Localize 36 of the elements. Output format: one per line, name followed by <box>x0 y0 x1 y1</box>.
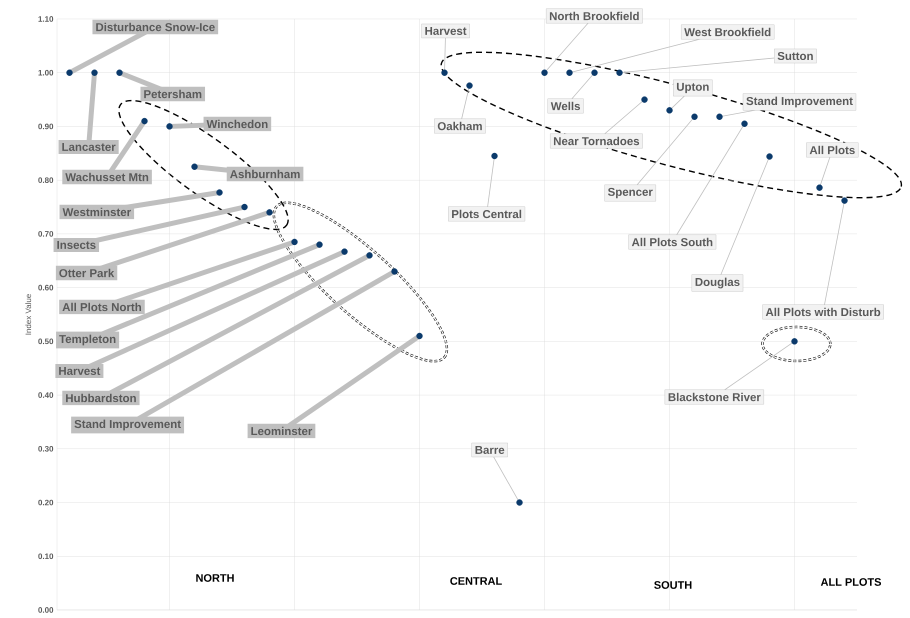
annotation: Petersham <box>144 90 202 98</box>
annotation: Near Tornadoes <box>554 136 640 146</box>
annotation: Ashburnham <box>230 170 300 178</box>
annotation: Insects <box>57 240 96 249</box>
annotation: Leominster <box>251 426 312 436</box>
annotation: Harvest <box>425 26 466 35</box>
annotation: Hubbardston <box>66 394 136 402</box>
annotation: Stand Improvement <box>746 96 853 108</box>
annotation: Disturbance Snow-Ice <box>96 22 215 32</box>
annotation: Wachusset Mtn <box>65 172 148 182</box>
annotation: Wells <box>550 102 580 110</box>
annotation: All Plots North <box>62 302 142 312</box>
annotation: West Brookfield <box>684 28 770 36</box>
annotation: All Plots with Disturb <box>766 308 880 316</box>
annotation: Spencer <box>608 188 653 198</box>
annotation: Douglas <box>696 278 740 288</box>
annotation: Blackstone River <box>668 392 761 402</box>
annotation: CENTRAL <box>450 577 502 585</box>
annotation: NORTH <box>196 574 234 582</box>
annotation: All Plots <box>810 146 855 154</box>
annotation: Westminster <box>62 208 131 216</box>
annotation: Barre <box>476 446 504 454</box>
annotation: SOUTH <box>654 581 692 589</box>
annotation: ALL PLOTS <box>820 578 882 586</box>
annotation: Winchedon <box>206 120 268 128</box>
annotation: Stand Improvement <box>74 420 181 430</box>
annotation: Templeton <box>59 334 116 346</box>
annotation: Harvest <box>59 367 100 375</box>
annotation: Lancaster <box>62 142 116 151</box>
annotation: Otter Park <box>59 268 114 278</box>
annotation: Upton <box>676 82 709 94</box>
annotation: North Brookfield <box>550 12 639 20</box>
annotation: Sutton <box>778 52 813 60</box>
annotation: Oakham <box>438 122 482 130</box>
annotation: All Plots South <box>632 238 712 246</box>
annotation: Plots Central <box>452 210 522 218</box>
